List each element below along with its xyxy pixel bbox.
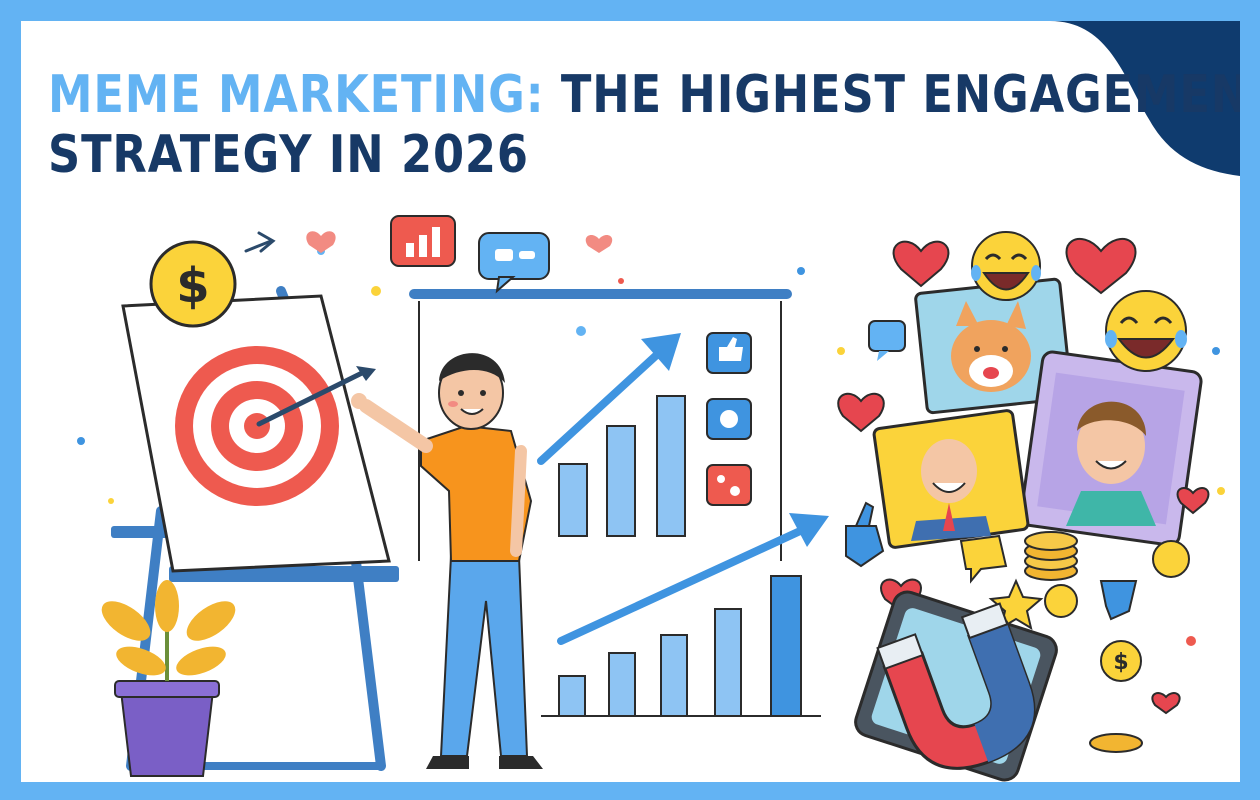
- coin-symbol: $: [1113, 650, 1128, 675]
- growth-bar-chart: [537, 333, 686, 537]
- potted-plant: [101, 580, 236, 777]
- dollar-symbol: $: [176, 258, 209, 314]
- heart-icon-small: [306, 231, 613, 253]
- illustration: $: [77, 215, 1225, 782]
- man-meme-photo: [872, 409, 1030, 549]
- magnet-icon: [876, 602, 1036, 770]
- coin-stack-icon: [1024, 531, 1078, 581]
- thumbs-up-bubble-icon: [845, 501, 885, 568]
- page-title: MEME MARKETING: THE HIGHEST ENGAGEMENT S…: [48, 65, 1240, 185]
- kid-meme-photo: [1019, 350, 1203, 547]
- page-frame: MEME MARKETING: THE HIGHEST ENGAGEMENT S…: [21, 21, 1240, 782]
- lower-bar-chart: [541, 513, 829, 717]
- arrow-bubble-icon: [1099, 580, 1138, 621]
- star-icon: [988, 578, 1044, 631]
- target-icon: [175, 346, 339, 506]
- laughing-emoji-icon: [971, 231, 1041, 301]
- chat-bubble-icon: [478, 232, 550, 294]
- like-bubble-icon: [868, 320, 906, 361]
- photo-icon: [706, 464, 752, 506]
- corner-wave-decoration: [1050, 21, 1240, 176]
- dollar-coin-icon: $: [149, 240, 237, 328]
- chart-board: [409, 289, 792, 561]
- bar-chart-icon: [390, 215, 456, 267]
- title-line2: STRATEGY IN 2026: [48, 125, 529, 185]
- arrow-in-target: [256, 366, 376, 427]
- chat-leaf-icon: [706, 398, 752, 440]
- thumbs-up-icon: [706, 332, 752, 374]
- title-accent: MEME MARKETING:: [48, 65, 545, 125]
- heart-icon: [837, 237, 1210, 715]
- coin-icon: $: [1044, 540, 1190, 753]
- chat-bubble-yellow-icon: [959, 534, 1008, 584]
- presenter-figure: [351, 353, 543, 769]
- title-main: THE HIGHEST ENGAGEMENT: [544, 65, 1240, 125]
- doodle-arrow: [244, 231, 276, 253]
- laughing-emoji-icon-2: [1105, 290, 1187, 372]
